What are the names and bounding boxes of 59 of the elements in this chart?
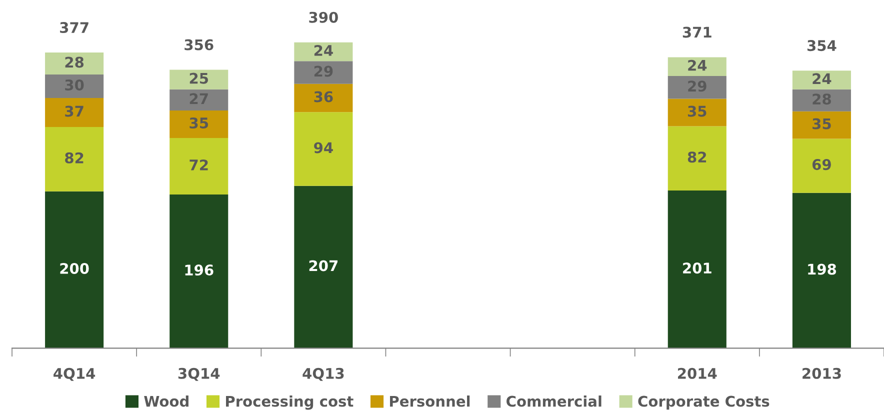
data-label: 24 — [688, 60, 707, 71]
x-tick-label: 4Q14 — [54, 368, 96, 381]
bar — [792, 111, 851, 139]
data-label: 200 — [60, 262, 89, 274]
total-label: 371 — [682, 26, 712, 38]
bar — [170, 70, 228, 90]
x-tick-label: 4Q13 — [302, 368, 344, 381]
data-label: 207 — [309, 260, 338, 272]
bar — [294, 186, 353, 348]
data-label: 24 — [314, 44, 333, 56]
bar — [45, 127, 104, 192]
legend-label: Wood — [144, 396, 188, 407]
legend-label: Corporate Costs — [638, 396, 770, 410]
data-label: 72 — [190, 159, 208, 170]
data-label: 25 — [190, 72, 208, 84]
bar — [170, 138, 228, 194]
bar — [294, 84, 353, 112]
bar — [170, 89, 228, 111]
bar — [45, 191, 104, 348]
data-label: 24 — [812, 73, 832, 84]
data-label: 198 — [808, 264, 836, 275]
total-label: 354 — [807, 40, 836, 52]
x-tick-label: 2014 — [678, 368, 717, 379]
data-label: 36 — [314, 91, 333, 102]
bar — [45, 52, 104, 74]
bar — [668, 76, 726, 99]
bar — [294, 112, 353, 186]
data-label: 35 — [812, 118, 831, 130]
bar — [792, 192, 851, 348]
bar — [45, 98, 104, 128]
data-label: 82 — [65, 152, 84, 164]
total-label: 390 — [309, 12, 338, 23]
data-label: 35 — [190, 117, 208, 129]
bar — [170, 194, 228, 348]
total-label: 377 — [60, 22, 88, 34]
x-tick-label: 3Q14 — [178, 368, 220, 381]
bar — [792, 70, 851, 90]
bar — [668, 190, 726, 348]
legend-label: Commercial — [506, 396, 602, 407]
bar — [668, 98, 726, 126]
data-label: 28 — [65, 56, 84, 68]
data-label: 69 — [812, 159, 831, 170]
bar — [668, 126, 726, 191]
data-label: 201 — [683, 262, 712, 274]
bar — [792, 138, 851, 193]
legend-label: Processing cost — [226, 396, 354, 410]
bar — [170, 110, 228, 138]
data-label: 196 — [185, 264, 214, 276]
legend-label: Personnel — [390, 396, 470, 407]
data-label: 35 — [688, 106, 706, 117]
data-label: 94 — [314, 142, 333, 154]
data-label: 37 — [65, 106, 84, 117]
bar — [294, 61, 353, 84]
total-label: 356 — [184, 39, 214, 50]
bar — [668, 57, 726, 76]
x-tick-label: 2013 — [802, 368, 841, 379]
bar — [45, 74, 104, 98]
bar — [792, 89, 851, 112]
data-label: 82 — [688, 152, 706, 163]
